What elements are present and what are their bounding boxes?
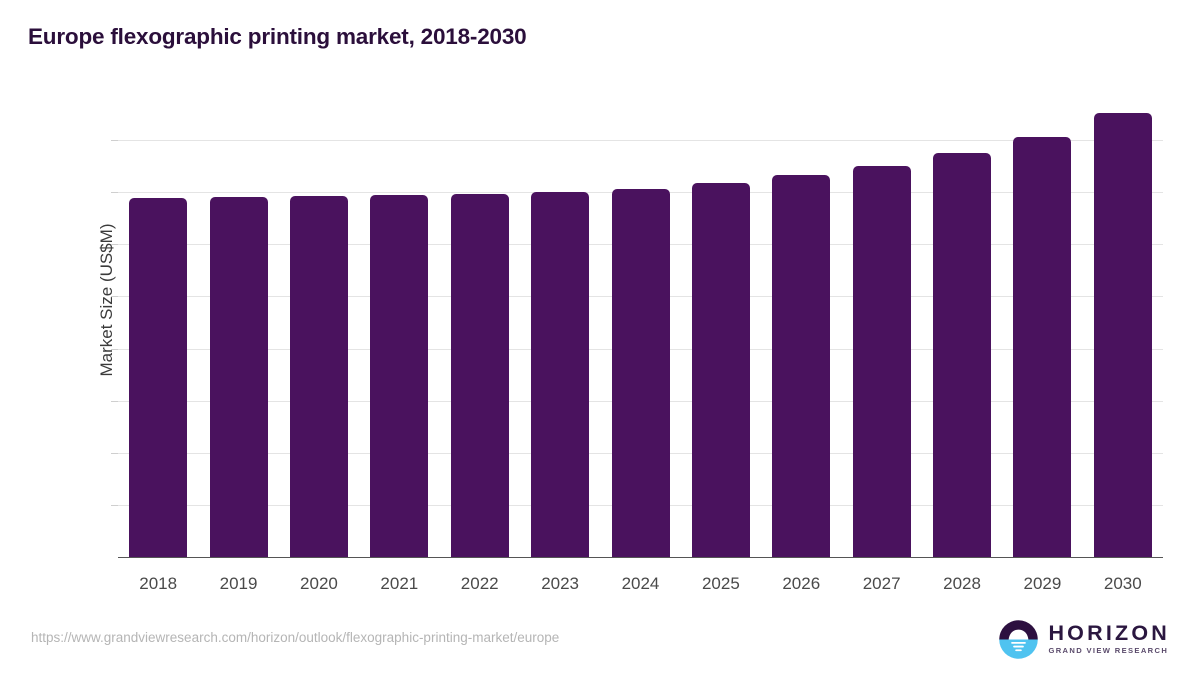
- bar[interactable]: [933, 152, 992, 557]
- bar[interactable]: [852, 166, 911, 557]
- bar-slot: [129, 110, 188, 557]
- bar-slot: [772, 110, 831, 557]
- bar[interactable]: [289, 195, 348, 557]
- bar[interactable]: [611, 188, 670, 557]
- bar[interactable]: [531, 192, 590, 557]
- y-axis-tickmark: [111, 400, 118, 402]
- bar[interactable]: [450, 193, 509, 557]
- horizon-logo-text: HORIZON GRAND VIEW RESEARCH: [1048, 620, 1170, 656]
- x-axis-tick-label: 2024: [621, 574, 660, 593]
- horizon-logo: HORIZON GRAND VIEW RESEARCH: [998, 616, 1170, 662]
- page-title: Europe flexographic printing market, 201…: [28, 24, 527, 49]
- y-axis-title: Market Size (US$M): [97, 223, 116, 377]
- x-axis-tick-label: 2027: [862, 574, 901, 593]
- y-axis-tickmark: [111, 296, 118, 298]
- x-axis-tick-label: 2023: [541, 574, 580, 593]
- y-axis-tickmark: [111, 504, 118, 506]
- bar-slot: [370, 110, 429, 557]
- x-axis-tick-label: 2019: [219, 574, 258, 593]
- bar-slot: [450, 110, 509, 557]
- bar-slot: [531, 110, 590, 557]
- plot-area: 025050075010001250150017502000 201820192…: [111, 110, 1163, 593]
- bar[interactable]: [691, 182, 750, 557]
- x-axis-tick-label: 2029: [1023, 574, 1062, 593]
- bar[interactable]: [370, 195, 429, 557]
- x-axis-tick-label: 2030: [1103, 574, 1142, 593]
- source-url[interactable]: https://www.grandviewresearch.com/horizo…: [31, 630, 560, 645]
- bar-slot: [289, 110, 348, 557]
- x-axis-tick-label: 2018: [139, 574, 178, 593]
- bar-slot: [691, 110, 750, 557]
- bar[interactable]: [1093, 112, 1152, 557]
- x-axis-tick-label: 2025: [701, 574, 740, 593]
- y-axis-tickmark: [111, 192, 118, 194]
- bar-slot: [933, 110, 992, 557]
- bar-slot: [611, 110, 670, 557]
- bar-series: [118, 110, 1163, 557]
- x-axis-line: [118, 557, 1163, 559]
- logo-wordmark: HORIZON: [1048, 620, 1170, 645]
- bar[interactable]: [129, 197, 188, 557]
- horizon-logo-icon: [999, 619, 1039, 659]
- bar[interactable]: [209, 196, 268, 557]
- bar-slot: [852, 110, 911, 557]
- x-axis-tick-label: 2021: [380, 574, 419, 593]
- bar-slot: [1093, 110, 1152, 557]
- gridline: [118, 140, 1163, 141]
- x-axis-tick-label: 2020: [300, 574, 338, 593]
- bar-slot: [209, 110, 268, 557]
- y-axis-tickmark: [111, 348, 118, 350]
- x-axis-tick-label: 2028: [943, 574, 981, 593]
- bar[interactable]: [772, 175, 831, 557]
- y-axis-tickmark: [111, 140, 118, 141]
- x-axis-tick-label: 2022: [460, 574, 499, 593]
- y-axis-tickmark: [111, 244, 118, 246]
- x-axis-tick-label: 2026: [782, 574, 821, 593]
- logo-tagline: GRAND VIEW RESEARCH: [1048, 646, 1169, 656]
- y-axis-tickmark: [111, 452, 118, 454]
- bar-slot: [1013, 110, 1072, 557]
- bar[interactable]: [1013, 136, 1072, 557]
